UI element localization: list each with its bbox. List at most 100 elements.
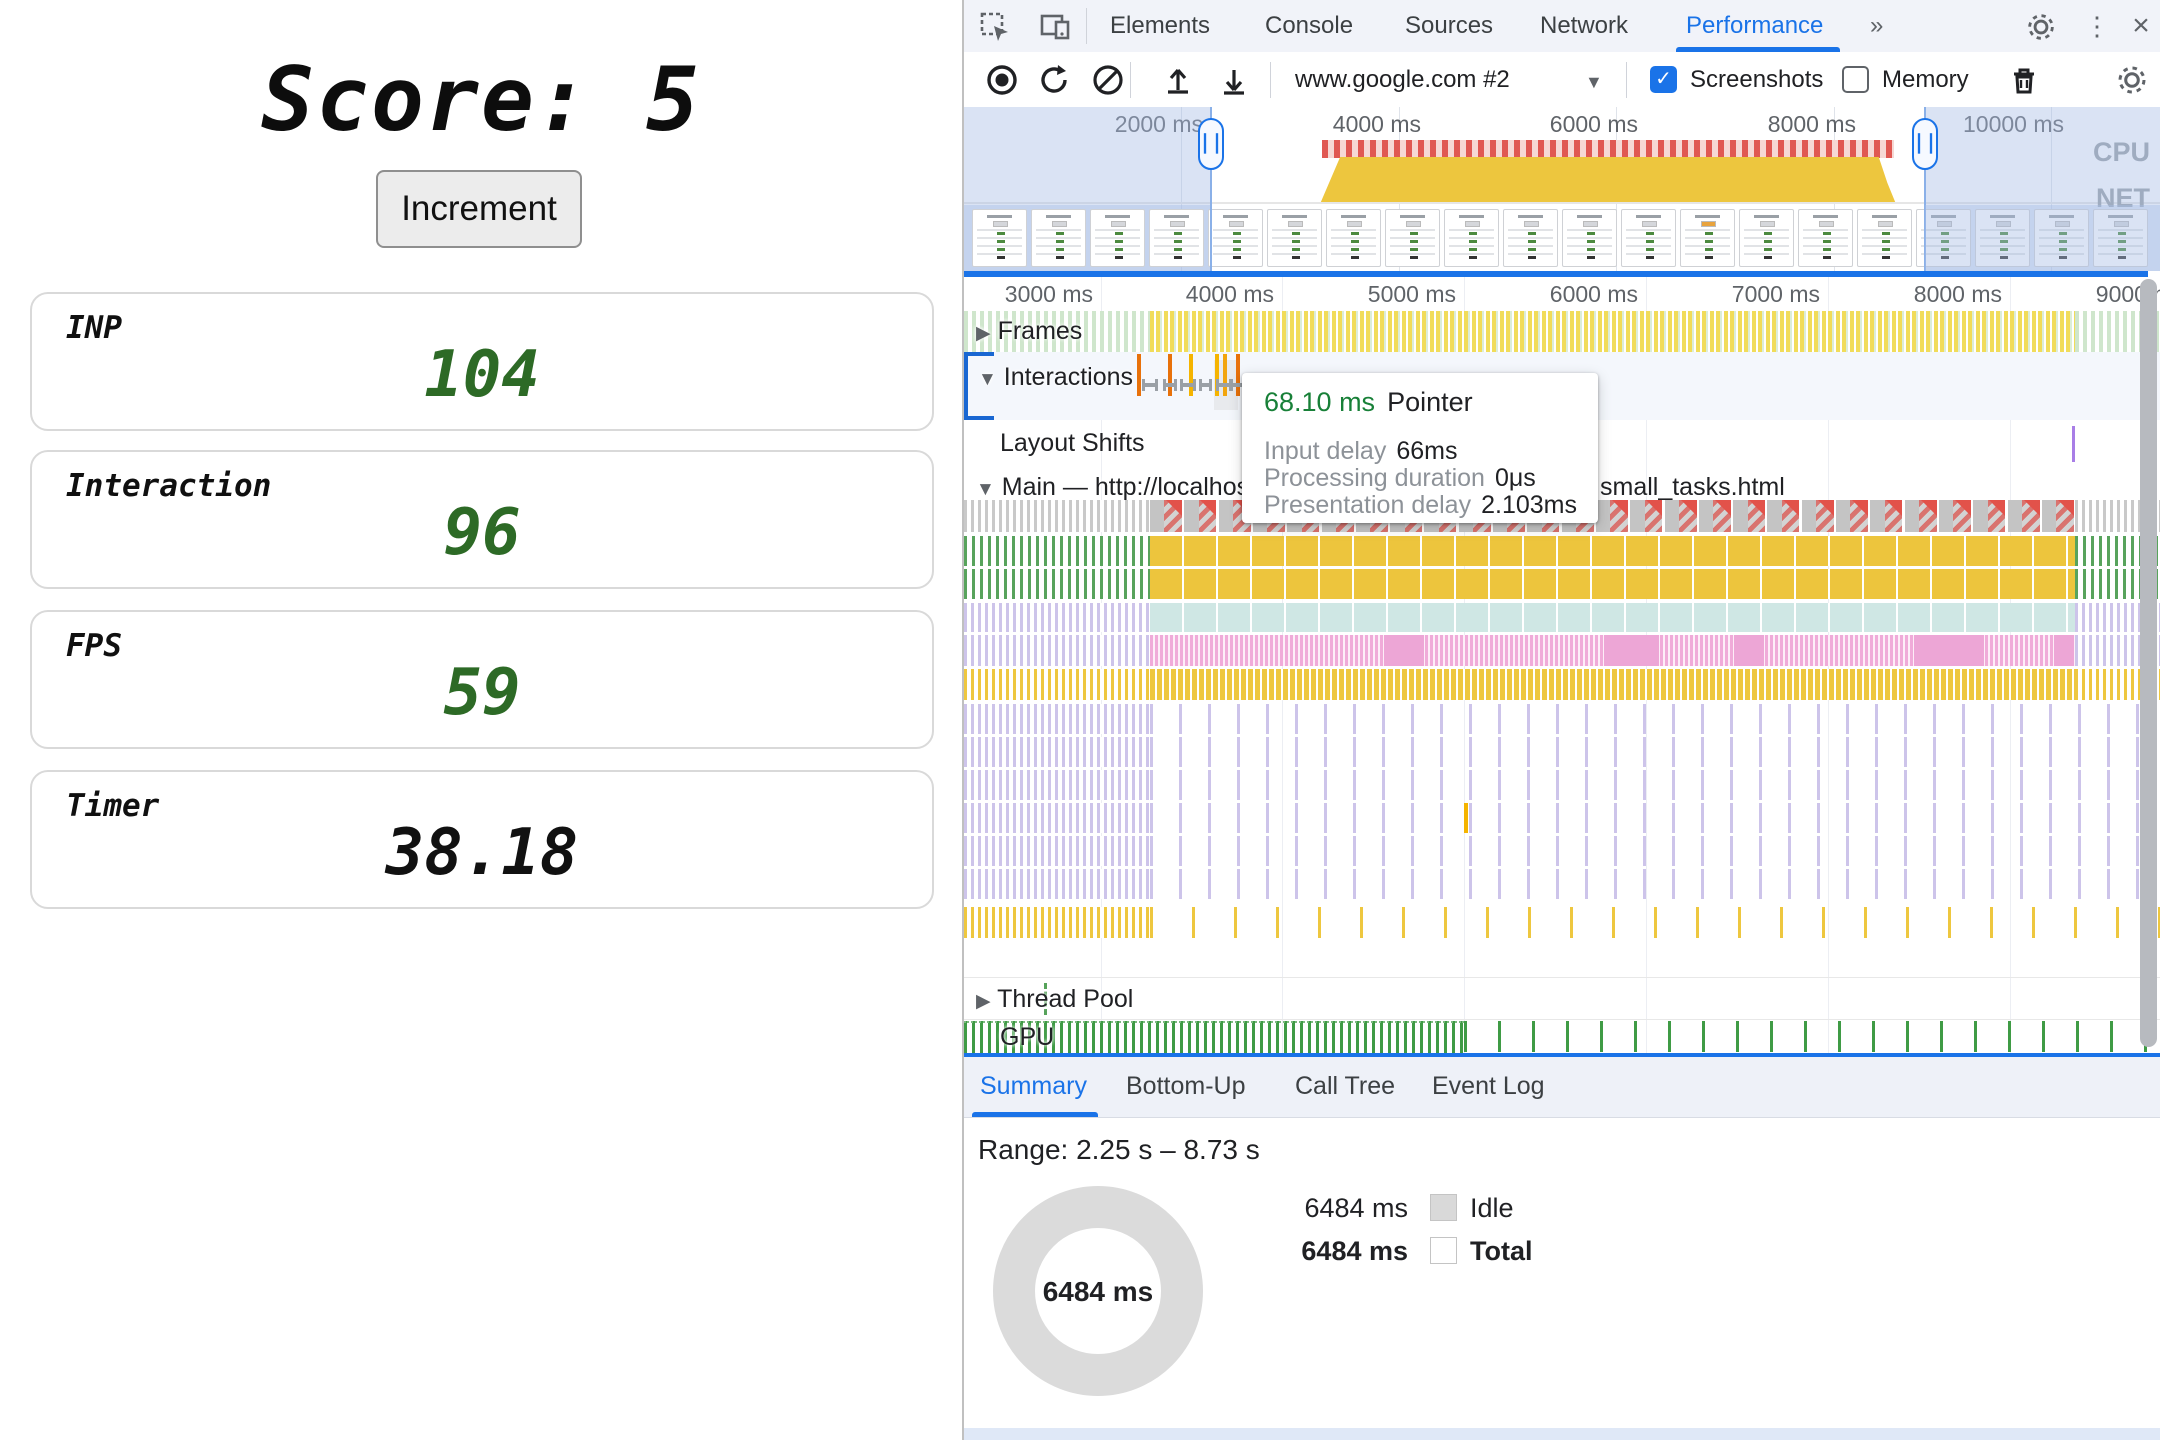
- memory-checkbox[interactable]: [1842, 66, 1869, 93]
- screenshot-thumbnail[interactable]: [1267, 209, 1322, 267]
- frames-track-label[interactable]: ▶ Frames: [976, 317, 1082, 346]
- thumb-metric: [1351, 232, 1359, 235]
- screenshot-thumbnail[interactable]: [1975, 209, 2030, 267]
- screenshot-thumbnail[interactable]: [1739, 209, 1794, 267]
- long-task-dash: [1370, 140, 1376, 158]
- download-profile-icon[interactable]: [1216, 62, 1252, 98]
- thread-pool-track-label[interactable]: ▶ Thread Pool: [976, 985, 1133, 1014]
- more-tabs-icon[interactable]: »: [1870, 12, 1884, 39]
- flame-chart-area[interactable]: 3000 ms 4000 ms 5000 ms 6000 ms 7000 ms …: [964, 277, 2160, 1053]
- screenshots-label[interactable]: Screenshots: [1690, 66, 1824, 93]
- gpu-track-label[interactable]: GPU: [1000, 1023, 1055, 1051]
- tab-call-tree[interactable]: Call Tree: [1295, 1072, 1396, 1100]
- main-track-label[interactable]: ▼ Main — http://localhost:: [976, 473, 1263, 502]
- vertical-scrollbar-thumb[interactable]: [2140, 279, 2157, 1047]
- js-call-row[interactable]: [964, 569, 2160, 599]
- collapse-icon[interactable]: ▼: [976, 479, 995, 500]
- reload-record-icon[interactable]: [1036, 62, 1072, 98]
- capture-settings-gear-icon[interactable]: [2114, 62, 2150, 98]
- metric-card-timer: Timer 38.18: [30, 770, 934, 909]
- upload-profile-icon[interactable]: [1160, 62, 1196, 98]
- thumb-card-line: [1331, 245, 1376, 247]
- long-task-block: [2041, 500, 2074, 532]
- target-select[interactable]: www.google.com #2 ▼: [1295, 60, 1615, 100]
- record-icon[interactable]: [984, 62, 1020, 98]
- tab-event-log[interactable]: Event Log: [1432, 1072, 1545, 1100]
- thumb-button: [1642, 221, 1657, 227]
- kebab-menu-icon[interactable]: ⋮: [2084, 11, 2110, 41]
- thumb-metric: [1941, 232, 1949, 235]
- screenshot-thumbnail[interactable]: [1031, 209, 1086, 267]
- sparse-timer-row[interactable]: [964, 907, 2160, 938]
- overview-baseline: [964, 202, 2160, 204]
- increment-button[interactable]: Increment: [376, 170, 582, 248]
- js-call-row[interactable]: [964, 536, 2160, 566]
- frames-track[interactable]: [964, 311, 2160, 352]
- screenshot-thumbnail[interactable]: [1149, 209, 1204, 267]
- horizontal-scroll-indicator[interactable]: [964, 271, 2148, 277]
- system-row[interactable]: [964, 603, 2160, 632]
- inspect-element-icon[interactable]: [978, 10, 1012, 44]
- screenshot-thumbnail[interactable]: [2034, 209, 2089, 267]
- interaction-row[interactable]: [964, 635, 2160, 666]
- screenshot-thumbnail[interactable]: [1680, 209, 1735, 267]
- thumb-metric: [2118, 256, 2126, 259]
- thumb-card-line: [1331, 253, 1376, 255]
- interaction-tick: [1189, 354, 1193, 396]
- layout-shift-event[interactable]: [2072, 426, 2075, 462]
- screenshot-thumbnail[interactable]: [2093, 209, 2148, 267]
- overview-ruler-label: 10000 ms: [1962, 111, 2064, 137]
- screenshot-thumbnail[interactable]: [1090, 209, 1145, 267]
- tab-performance[interactable]: Performance: [1686, 12, 1824, 39]
- metric-card-fps: FPS 59: [30, 610, 934, 749]
- thumb-card-line: [1626, 237, 1671, 239]
- window-right-handle[interactable]: ∣∣: [1912, 118, 1938, 170]
- window-left-handle[interactable]: ∣∣: [1198, 118, 1224, 170]
- collapse-icon[interactable]: ▼: [978, 369, 997, 390]
- screenshot-thumbnail[interactable]: [1326, 209, 1381, 267]
- settings-gear-icon[interactable]: [2024, 10, 2058, 44]
- thumb-metric: [1705, 256, 1713, 259]
- screenshots-checkbox[interactable]: ✓: [1650, 66, 1677, 93]
- tab-summary[interactable]: Summary: [980, 1072, 1087, 1100]
- long-task-triangle: [1852, 500, 1868, 516]
- long-task-block: [1836, 500, 1868, 532]
- tooltip-row-label: Input delay: [1264, 437, 1387, 465]
- thumb-metric: [1882, 232, 1890, 235]
- clear-icon[interactable]: [1090, 62, 1126, 98]
- screenshot-thumbnail[interactable]: [1385, 209, 1440, 267]
- screenshot-thumbnail[interactable]: [972, 209, 1027, 267]
- thumb-title-line: [1931, 215, 1956, 218]
- tab-elements[interactable]: Elements: [1110, 12, 1211, 39]
- long-task-dash: [1394, 140, 1400, 158]
- close-icon[interactable]: ×: [2132, 9, 2150, 42]
- interactions-track-label[interactable]: ▼ Interactions: [978, 363, 1133, 392]
- tab-sources[interactable]: Sources: [1405, 12, 1494, 39]
- screenshot-thumbnail[interactable]: [1798, 209, 1853, 267]
- tab-console[interactable]: Console: [1265, 12, 1354, 39]
- screenshot-thumbnail[interactable]: [1444, 209, 1499, 267]
- device-toolbar-icon[interactable]: [1038, 10, 1072, 44]
- thumb-card-line: [1567, 245, 1612, 247]
- expand-icon[interactable]: ▶: [976, 991, 991, 1012]
- garbage-collect-icon[interactable]: [2006, 62, 2042, 98]
- long-task-block: [1630, 500, 1663, 532]
- layout-shifts-track-label[interactable]: Layout Shifts: [1000, 429, 1145, 457]
- thumb-metric: [1823, 232, 1831, 235]
- long-task-triangle: [1817, 500, 1834, 516]
- screenshot-thumbnail[interactable]: [1208, 209, 1263, 267]
- expand-icon[interactable]: ▶: [976, 323, 991, 344]
- screenshot-thumbnail[interactable]: [1857, 209, 1912, 267]
- tab-network[interactable]: Network: [1540, 12, 1629, 39]
- metric-label: INP: [66, 310, 122, 346]
- tab-bottom-up[interactable]: Bottom-Up: [1126, 1072, 1246, 1100]
- gpu-track[interactable]: [964, 1021, 2160, 1053]
- screenshot-thumbnail[interactable]: [1503, 209, 1558, 267]
- screenshot-thumbnail[interactable]: [1621, 209, 1676, 267]
- horizontal-scroll-indicator-bottom[interactable]: [964, 1053, 2160, 1057]
- thumb-metric: [1292, 240, 1300, 243]
- screenshot-thumbnail[interactable]: [1562, 209, 1617, 267]
- thumb-card-line: [1390, 229, 1435, 231]
- memory-label[interactable]: Memory: [1882, 66, 1969, 93]
- timer-row[interactable]: [964, 669, 2160, 700]
